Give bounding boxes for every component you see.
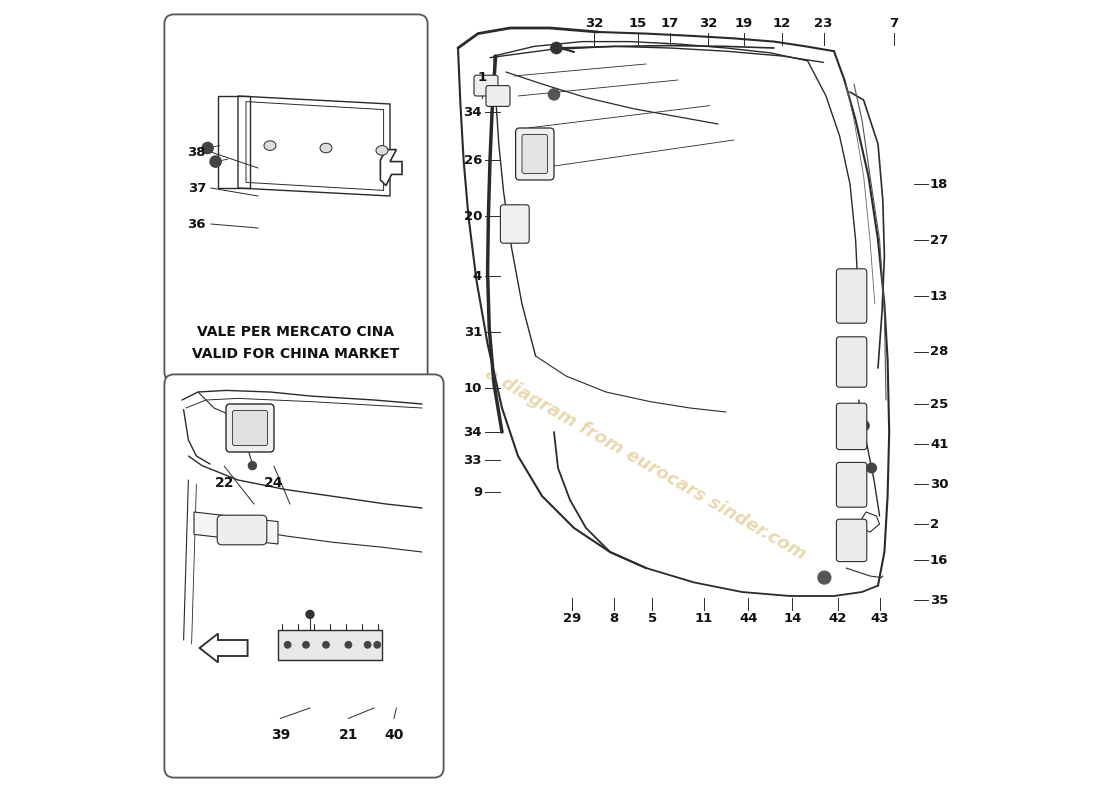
FancyBboxPatch shape	[836, 269, 867, 323]
Text: 33: 33	[463, 454, 482, 466]
Text: 27: 27	[930, 234, 948, 246]
Text: 44: 44	[739, 612, 758, 625]
Text: 39: 39	[271, 728, 290, 742]
Circle shape	[285, 642, 290, 648]
Text: 29: 29	[563, 612, 582, 625]
Text: 34: 34	[463, 426, 482, 438]
Text: 32: 32	[585, 18, 603, 30]
Text: 35: 35	[930, 594, 948, 606]
Text: 42: 42	[828, 612, 847, 625]
Text: VALID FOR CHINA MARKET: VALID FOR CHINA MARKET	[192, 347, 399, 362]
Polygon shape	[199, 634, 248, 662]
Text: 8: 8	[609, 612, 618, 625]
Ellipse shape	[264, 141, 276, 150]
FancyBboxPatch shape	[164, 14, 428, 382]
Text: 25: 25	[930, 398, 948, 410]
Text: 40: 40	[384, 728, 404, 742]
FancyBboxPatch shape	[486, 86, 510, 106]
Text: 11: 11	[694, 612, 713, 625]
Ellipse shape	[320, 143, 332, 153]
FancyBboxPatch shape	[836, 462, 867, 507]
Text: a diagram from eurocars sinder.com: a diagram from eurocars sinder.com	[483, 364, 810, 564]
Circle shape	[210, 156, 221, 167]
Circle shape	[859, 421, 869, 430]
FancyBboxPatch shape	[516, 128, 554, 180]
FancyBboxPatch shape	[836, 337, 867, 387]
Text: 13: 13	[930, 290, 948, 302]
Text: 7: 7	[890, 18, 899, 30]
Circle shape	[551, 42, 562, 54]
Circle shape	[249, 462, 256, 470]
Text: 34: 34	[463, 106, 482, 118]
FancyBboxPatch shape	[278, 630, 382, 660]
Text: 24: 24	[264, 476, 284, 490]
Text: 4: 4	[473, 270, 482, 282]
FancyBboxPatch shape	[217, 515, 267, 545]
Text: 32: 32	[700, 18, 717, 30]
Text: 20: 20	[463, 210, 482, 222]
FancyBboxPatch shape	[164, 374, 443, 778]
Text: 41: 41	[930, 438, 948, 450]
Polygon shape	[194, 512, 278, 544]
Circle shape	[364, 642, 371, 648]
Text: 9: 9	[473, 486, 482, 498]
Text: 21: 21	[339, 728, 359, 742]
Text: VALE PER MERCATO CINA: VALE PER MERCATO CINA	[197, 325, 395, 339]
Text: 12: 12	[773, 18, 791, 30]
Circle shape	[202, 142, 213, 154]
Text: 38: 38	[187, 146, 206, 158]
Text: 23: 23	[814, 18, 833, 30]
Text: 10: 10	[463, 382, 482, 394]
Circle shape	[306, 610, 313, 618]
Text: 2: 2	[930, 518, 939, 530]
Text: 15: 15	[629, 18, 647, 30]
Circle shape	[322, 642, 329, 648]
Circle shape	[867, 463, 877, 473]
FancyBboxPatch shape	[522, 134, 548, 174]
FancyBboxPatch shape	[226, 404, 274, 452]
Ellipse shape	[376, 146, 388, 155]
Circle shape	[818, 571, 830, 584]
FancyBboxPatch shape	[474, 75, 498, 96]
Text: 14: 14	[783, 612, 802, 625]
Text: 1: 1	[477, 71, 486, 84]
Text: 30: 30	[930, 478, 948, 490]
FancyBboxPatch shape	[836, 519, 867, 562]
Circle shape	[302, 642, 309, 648]
Text: 22: 22	[214, 476, 234, 490]
Circle shape	[374, 642, 381, 648]
Text: 31: 31	[463, 326, 482, 338]
Text: 17: 17	[661, 18, 679, 30]
Text: 18: 18	[930, 178, 948, 190]
Text: 36: 36	[187, 218, 206, 230]
Text: 37: 37	[188, 182, 206, 194]
FancyBboxPatch shape	[836, 403, 867, 450]
Circle shape	[345, 642, 352, 648]
Text: 16: 16	[930, 554, 948, 566]
Text: 19: 19	[735, 18, 752, 30]
Text: 5: 5	[648, 612, 657, 625]
Text: 26: 26	[463, 154, 482, 166]
FancyBboxPatch shape	[500, 205, 529, 243]
FancyBboxPatch shape	[232, 410, 267, 446]
Polygon shape	[381, 150, 402, 186]
Circle shape	[549, 89, 560, 100]
Text: 28: 28	[930, 346, 948, 358]
Text: 43: 43	[870, 612, 889, 625]
